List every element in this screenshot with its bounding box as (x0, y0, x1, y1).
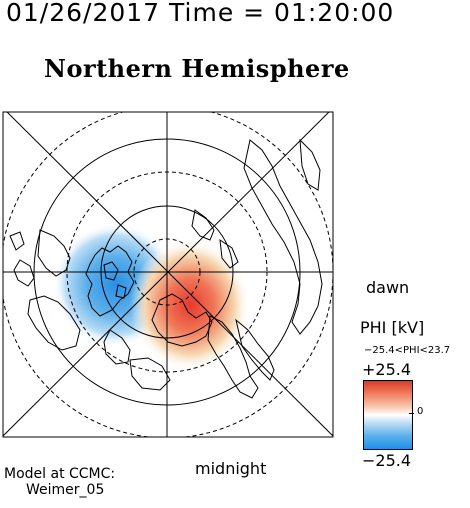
colorbar-title: PHI [kV] (360, 318, 425, 337)
colorbar-min-label: −25.4 (362, 451, 412, 470)
colorbar-zero-label: 0 (417, 406, 424, 417)
colorbar-max-label: +25.4 (362, 360, 412, 379)
colorbar-range: −25.4<PHI<23.7 (364, 345, 451, 356)
model-credit-line2: Weimer_05 (26, 482, 105, 498)
model-credit-line1: Model at CCMC: (4, 466, 116, 482)
colorbar (363, 380, 413, 450)
meridian-diagonal-2 (3, 112, 330, 437)
polar-grid (3, 112, 333, 437)
plot-frame (2, 111, 334, 438)
plot-title: Northern Hemisphere (44, 54, 350, 83)
model-credit: Model at CCMC: Weimer_05 (4, 466, 115, 498)
dawn-label: dawn (366, 278, 410, 297)
colorbar-zero-tick (409, 413, 414, 414)
timestamp: 01/26/2017 Time = 01:20:00 (6, 0, 395, 27)
midnight-label: midnight (195, 459, 267, 478)
